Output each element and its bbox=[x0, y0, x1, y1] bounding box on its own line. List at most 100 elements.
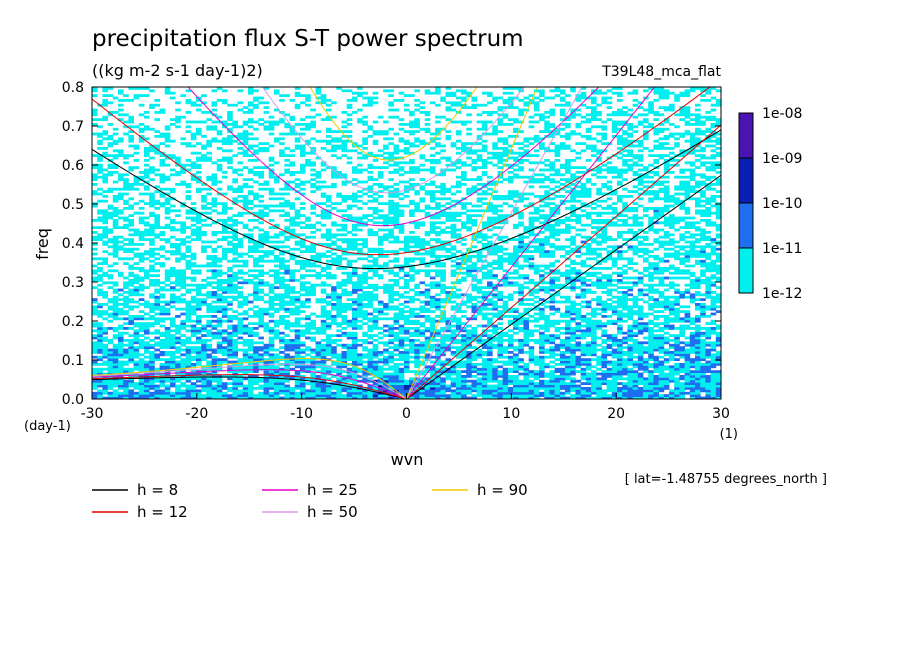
heatmap-cell bbox=[596, 355, 602, 359]
heatmap-cell bbox=[310, 339, 316, 342]
heatmap-cell bbox=[429, 329, 436, 333]
heatmap-cell bbox=[336, 353, 342, 357]
heatmap-cell bbox=[237, 360, 244, 364]
heatmap-cell bbox=[674, 391, 680, 395]
heatmap-cell bbox=[346, 298, 353, 301]
heatmap-cell bbox=[92, 379, 98, 383]
heatmap-cell bbox=[585, 300, 592, 304]
heatmap-cell bbox=[539, 334, 545, 337]
heatmap-cell bbox=[518, 291, 524, 294]
heatmap-cell bbox=[362, 303, 368, 306]
heatmap-cell bbox=[440, 348, 446, 352]
heatmap-cell bbox=[362, 367, 368, 371]
heatmap-cell bbox=[138, 283, 145, 287]
heatmap-cell bbox=[403, 283, 410, 287]
heatmap-cell bbox=[580, 288, 587, 292]
heatmap-cell bbox=[565, 315, 571, 318]
heatmap-cell bbox=[580, 319, 587, 323]
heatmap-cell bbox=[320, 310, 327, 313]
heatmap-cell bbox=[435, 396, 441, 399]
heatmap-cell bbox=[674, 339, 680, 342]
heatmap-cell bbox=[175, 346, 181, 349]
heatmap-cell bbox=[622, 269, 628, 273]
heatmap-cell bbox=[570, 281, 576, 285]
heatmap-cell bbox=[700, 353, 706, 357]
heatmap-cell bbox=[710, 312, 717, 316]
heatmap-cell bbox=[674, 370, 680, 373]
heatmap-cell bbox=[533, 375, 540, 378]
heatmap-cell bbox=[487, 394, 493, 397]
heatmap-cell bbox=[336, 255, 342, 258]
heatmap-cell bbox=[653, 343, 660, 347]
heatmap-cell bbox=[383, 367, 389, 371]
heatmap-cell bbox=[580, 331, 587, 335]
heatmap-cell bbox=[185, 291, 192, 294]
heatmap-cell bbox=[497, 312, 504, 316]
heatmap-cell bbox=[684, 319, 691, 323]
heatmap-cell bbox=[622, 367, 628, 371]
heatmap-cell bbox=[211, 324, 218, 328]
heatmap-cell bbox=[445, 293, 452, 297]
heatmap-cell bbox=[216, 329, 223, 333]
heatmap-cell bbox=[591, 387, 597, 390]
heatmap-cell bbox=[117, 351, 124, 354]
heatmap-cell bbox=[211, 331, 218, 335]
heatmap-cell bbox=[596, 363, 602, 366]
heatmap-cell bbox=[216, 274, 223, 277]
heatmap-cell bbox=[305, 324, 311, 328]
heatmap-cell bbox=[195, 389, 202, 393]
heatmap-cell bbox=[268, 283, 275, 287]
heatmap-cell bbox=[627, 382, 634, 385]
heatmap-cell bbox=[383, 283, 389, 287]
heatmap-cell bbox=[263, 329, 270, 333]
heatmap-cell bbox=[367, 319, 374, 323]
heatmap-cell bbox=[227, 276, 233, 280]
heatmap-cell bbox=[211, 307, 218, 311]
heatmap-cell bbox=[367, 293, 374, 297]
heatmap-cell bbox=[305, 329, 311, 333]
heatmap-cell bbox=[331, 370, 337, 373]
heatmap-cell bbox=[398, 372, 405, 376]
heatmap-cell bbox=[289, 269, 296, 273]
heatmap-cell bbox=[663, 317, 670, 321]
heatmap-cell bbox=[523, 276, 530, 280]
heatmap-cell bbox=[263, 310, 270, 313]
heatmap-cell bbox=[663, 387, 670, 390]
heatmap-cell bbox=[92, 396, 98, 399]
heatmap-cell bbox=[533, 396, 540, 399]
heatmap-cell bbox=[424, 341, 431, 345]
heatmap-cell bbox=[367, 295, 374, 299]
heatmap-cell bbox=[279, 276, 285, 280]
heatmap-cell bbox=[289, 329, 296, 333]
heatmap-cell bbox=[653, 391, 660, 395]
heatmap-cell bbox=[372, 363, 379, 366]
heatmap-cell bbox=[180, 341, 186, 345]
heatmap-cell bbox=[632, 310, 639, 313]
heatmap-cell bbox=[705, 322, 711, 325]
heatmap-cell bbox=[658, 329, 665, 333]
heatmap-cell bbox=[206, 384, 212, 388]
heatmap-cell bbox=[227, 389, 233, 393]
heatmap-cell bbox=[253, 269, 259, 273]
heatmap-cell bbox=[403, 305, 410, 309]
heatmap-cell bbox=[653, 348, 660, 352]
heatmap-cell bbox=[102, 372, 108, 376]
heatmap-cell bbox=[372, 394, 379, 397]
heatmap-cell bbox=[622, 276, 628, 280]
heatmap-cell bbox=[674, 336, 680, 340]
heatmap-cell bbox=[403, 339, 410, 342]
heatmap-cell bbox=[663, 319, 670, 323]
heatmap-cell bbox=[445, 389, 452, 393]
heatmap-cell bbox=[97, 274, 103, 277]
heatmap-cell bbox=[570, 331, 576, 335]
heatmap-cell bbox=[242, 295, 249, 299]
heatmap-cell bbox=[611, 300, 618, 304]
heatmap-cell bbox=[97, 348, 103, 352]
heatmap-cell bbox=[117, 365, 124, 369]
heatmap-cell bbox=[268, 391, 275, 395]
heatmap-cell bbox=[559, 396, 566, 399]
heatmap-cell bbox=[310, 351, 316, 354]
heatmap-cell bbox=[601, 291, 608, 294]
heatmap-cell bbox=[331, 367, 337, 371]
heatmap-cell bbox=[133, 341, 140, 345]
